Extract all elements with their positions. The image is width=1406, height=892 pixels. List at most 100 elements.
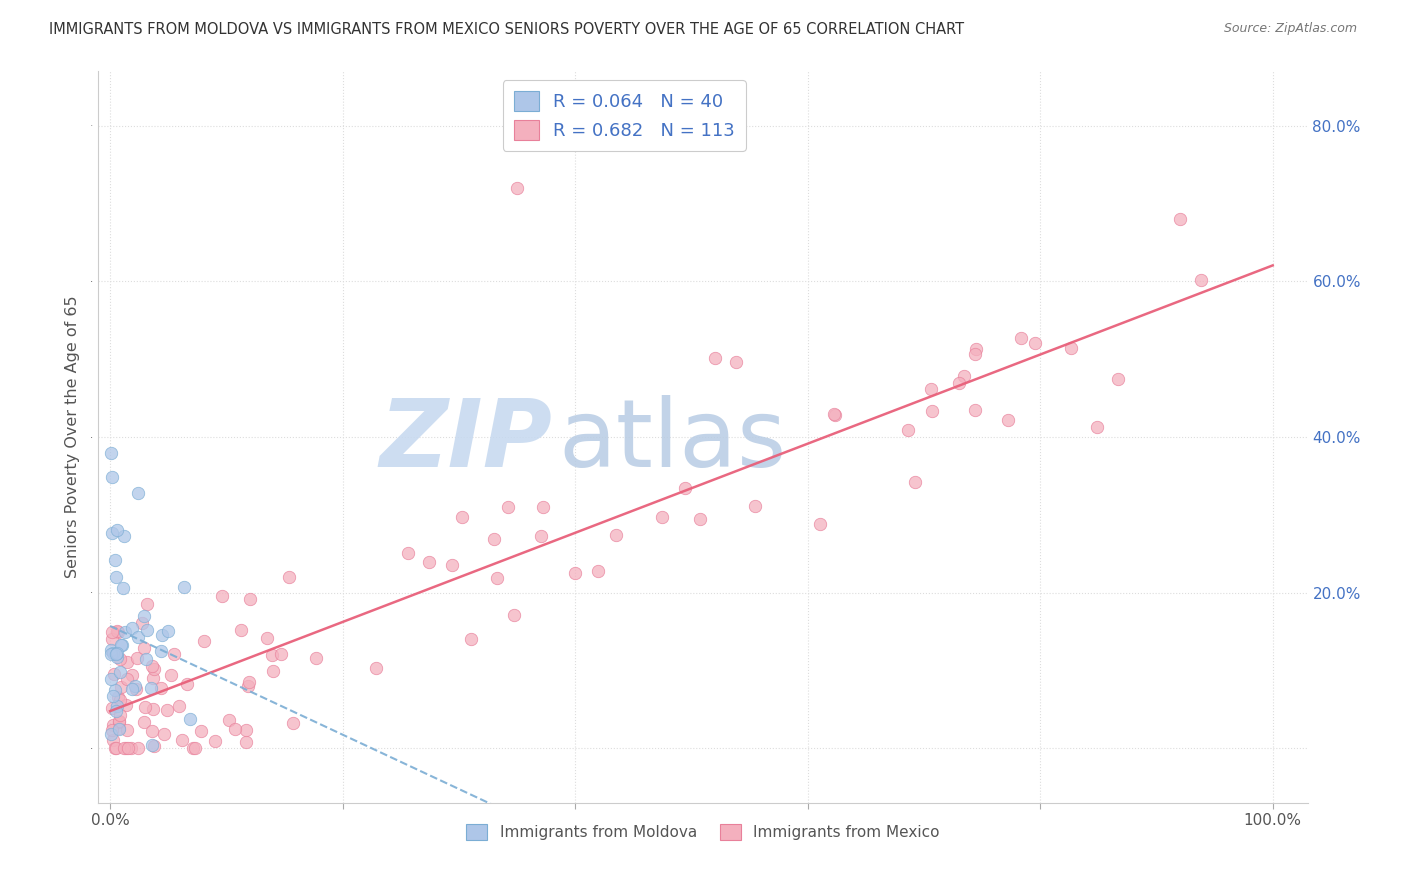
Point <box>104 741 127 756</box>
Point <box>460 632 482 646</box>
Point <box>823 407 845 421</box>
Point <box>965 342 987 356</box>
Point <box>149 644 172 658</box>
Point <box>107 524 129 538</box>
Point <box>103 667 125 681</box>
Point <box>156 703 179 717</box>
Point <box>920 382 942 396</box>
Point <box>176 677 198 691</box>
Point <box>1060 341 1083 355</box>
Point <box>179 712 201 726</box>
Point <box>101 646 124 660</box>
Point <box>110 680 132 694</box>
Point <box>1085 419 1108 434</box>
Y-axis label: Seniors Poverty Over the Age of 65: Seniors Poverty Over the Age of 65 <box>65 296 80 578</box>
Point <box>173 580 195 594</box>
Point <box>963 347 986 361</box>
Point <box>704 351 727 365</box>
Point <box>114 624 136 639</box>
Point <box>725 354 748 368</box>
Point <box>141 738 163 752</box>
Point <box>104 682 127 697</box>
Point <box>100 647 122 661</box>
Point <box>100 672 122 686</box>
Point <box>184 741 207 756</box>
Point <box>451 510 474 524</box>
Point <box>270 647 292 661</box>
Point <box>117 723 139 738</box>
Point <box>141 681 163 696</box>
Point <box>498 500 520 514</box>
Point <box>673 481 696 495</box>
Point <box>142 702 165 716</box>
Point <box>100 727 122 741</box>
Point <box>304 651 326 665</box>
Point <box>141 659 163 673</box>
Point <box>1107 372 1129 386</box>
Point <box>104 705 127 719</box>
Point <box>107 722 129 736</box>
Point <box>111 581 134 595</box>
Point <box>132 714 155 729</box>
Point <box>278 570 301 584</box>
Point <box>100 445 122 459</box>
Point <box>105 650 128 665</box>
Point <box>1011 331 1033 345</box>
Point <box>135 597 157 611</box>
Point <box>921 404 943 418</box>
Point <box>181 741 204 756</box>
Point <box>101 723 124 737</box>
Point <box>744 500 766 514</box>
Point <box>141 671 163 685</box>
Point <box>105 624 128 638</box>
Point <box>120 741 142 756</box>
Point <box>224 723 246 737</box>
Point <box>903 475 925 490</box>
Point <box>135 651 157 665</box>
Point <box>190 724 212 739</box>
Point <box>262 664 284 678</box>
Point <box>808 516 831 531</box>
Point <box>136 623 159 637</box>
Point <box>897 423 920 437</box>
Text: atlas: atlas <box>558 395 786 487</box>
Point <box>105 646 128 660</box>
Point <box>396 546 419 560</box>
Point <box>107 625 129 640</box>
Point <box>193 634 215 648</box>
Point <box>141 724 163 739</box>
Point <box>101 625 124 640</box>
Point <box>1189 272 1212 286</box>
Point <box>651 509 673 524</box>
Point <box>1024 335 1046 350</box>
Point <box>418 555 440 569</box>
Point <box>127 485 149 500</box>
Point <box>169 699 191 714</box>
Point <box>110 693 132 707</box>
Point <box>108 721 131 735</box>
Point <box>112 741 135 756</box>
Point <box>121 621 143 635</box>
Point <box>127 630 149 644</box>
Point <box>235 735 257 749</box>
Point <box>107 714 129 728</box>
Point <box>115 672 138 686</box>
Point <box>689 512 711 526</box>
Point <box>503 607 526 622</box>
Point <box>104 647 127 661</box>
Point <box>997 413 1019 427</box>
Point <box>103 689 125 703</box>
Point <box>586 564 609 578</box>
Point <box>131 616 153 631</box>
Point <box>115 741 138 756</box>
Point <box>101 632 124 647</box>
Point <box>149 681 172 696</box>
Point <box>108 714 131 729</box>
Point <box>124 679 146 693</box>
Point <box>101 701 124 715</box>
Point <box>103 553 125 567</box>
Point <box>107 690 129 705</box>
Point <box>111 639 134 653</box>
Point <box>530 529 553 543</box>
Point <box>143 739 166 753</box>
